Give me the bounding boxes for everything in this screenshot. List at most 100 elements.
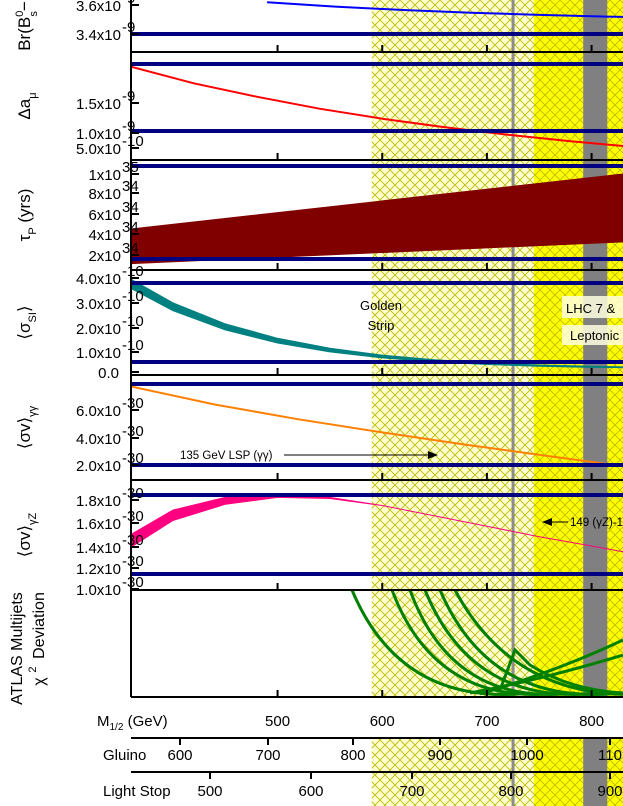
delta_a_mu-series-line [131, 65, 623, 147]
gluino-tick-label: 1000 [510, 747, 543, 764]
lsp-135-text: 135 GeV LSP (γγ) [180, 450, 273, 462]
light-stop-tick-label: 900 [597, 783, 622, 800]
tau_p-boundary-line [131, 257, 623, 261]
deviation-label: Deviation [31, 592, 48, 659]
gluino-tick-label: 900 [427, 747, 452, 764]
y-tick-label: 1x10 [88, 167, 121, 184]
y-tick-label: 3.0x10 [76, 296, 121, 313]
y-tick-label: 4.0x10 [76, 271, 121, 288]
y-tick-exponent: -9 [122, 0, 135, 7]
panel-sigma_si [131, 278, 623, 369]
y-tick-exponent: -9 [122, 88, 135, 105]
y-tick-label: 0.0 [98, 365, 119, 382]
y-tick-label: 1.6x10 [76, 516, 121, 533]
y-tick-exponent: 34 [122, 199, 139, 216]
lhc-label-top: LHC 7 & [566, 301, 615, 316]
y-tick-label: 1.2x10 [76, 561, 121, 578]
m-half-axis-title: M1/2 (GeV) [97, 713, 168, 733]
lhc-excluded-hatch [534, 0, 623, 697]
y-tick-label: 8x10 [88, 186, 121, 203]
y-tick-label: 2.0x10 [76, 321, 121, 338]
chi2-curve [438, 589, 621, 696]
chi2-exponent: 2 [27, 666, 39, 672]
tau_p-y-label: τP (yrs) [15, 189, 39, 242]
y-tick-exponent: -30 [122, 532, 144, 549]
light-stop-tick-label: 600 [298, 783, 323, 800]
annotation-lsp-135: 135 GeV LSP (γγ) [180, 450, 438, 462]
y-tick-exponent: 35 [122, 159, 139, 176]
y-tick-label: 1.5x10 [76, 96, 121, 113]
y-tick-exponent: 34 [122, 219, 139, 236]
gray-exclusion-band [583, 0, 608, 697]
sv_gz-y-label: ⟨σv⟩γZ [15, 512, 39, 557]
bs_mumu-series-line [267, 1, 623, 18]
sv_gg-boundary-line [131, 463, 623, 467]
sv_gg-series-line [131, 385, 623, 468]
delta_a_mu-boundary-line [131, 62, 623, 66]
y-tick-label: 2.0x10 [76, 458, 121, 475]
y-tick-label: 1.0x10 [76, 345, 121, 362]
y-tick-exponent: -30 [122, 508, 144, 525]
tau_p-boundary-line [131, 164, 623, 168]
y-tick-exponent: 34 [122, 240, 139, 257]
delta_a_mu-boundary-line [131, 129, 623, 133]
sv_gz-boundary-line [131, 493, 623, 497]
y-tick-label: 1.8x10 [76, 493, 121, 510]
y-tick-label: 1.0x10 [76, 126, 121, 143]
atlas-y-label: ATLAS Multijets [9, 592, 26, 705]
bs_mumu-y-label: Br(B0 s− [14, 1, 40, 51]
gluino-axis-title: Gluino [103, 747, 146, 764]
panel-tau_p [131, 164, 623, 265]
panel-sv_gz [131, 493, 623, 576]
m-half-tick-label: 600 [370, 713, 395, 730]
golden-label-top: Golden [360, 298, 402, 313]
y-tick-label: 6.0x10 [76, 403, 121, 420]
y-tick-label: 3.6x10 [76, 0, 121, 15]
y-tick-label: 2x10 [88, 248, 121, 265]
y-tick-exponent: -10 [122, 313, 144, 330]
chi2-curve [479, 638, 623, 696]
y-tick-label: 1.4x10 [76, 540, 121, 557]
golden-strip-label: Golden Strip [360, 298, 402, 333]
y-tick-label: 4.0x10 [76, 431, 121, 448]
panel-sv_gg [131, 382, 623, 468]
m-half-tick-label: 700 [474, 713, 499, 730]
chi2-curve [350, 589, 531, 696]
regions-layer [371, 0, 623, 806]
gluino-tick-label: 600 [167, 747, 192, 764]
panel-bs_mumu [131, 1, 623, 36]
golden-strip-hatch [371, 0, 535, 697]
y-tick-exponent: -10 [122, 337, 144, 354]
chi2-curve [469, 653, 623, 695]
gluino-tick-label: 800 [340, 747, 365, 764]
m-half-tick-label: 500 [265, 713, 290, 730]
y-tick-label: 3.4x10 [76, 27, 121, 44]
y-tick-exponent: -9 [122, 19, 135, 36]
lhc-label: LHC 7 & Leptonic [562, 296, 623, 345]
sigma_si-band [131, 278, 623, 369]
golden-label-bottom: Strip [368, 318, 395, 333]
m-half-tick-label: 800 [579, 713, 604, 730]
panel-delta_a_mu [131, 62, 623, 147]
y-tick-exponent: -30 [122, 574, 144, 591]
gluino-tick-label: 110 [598, 747, 622, 764]
y-tick-label: 5.0x10 [76, 141, 121, 158]
y-tick-exponent: -30 [122, 423, 144, 440]
y-tick-exponent: -10 [122, 263, 144, 280]
chi2-curve [498, 647, 623, 695]
chi2-symbol: χ [31, 677, 48, 686]
y-tick-exponent: -10 [122, 288, 144, 305]
sigma_si-boundary-line [131, 360, 623, 364]
bs_mumu-boundary-line [131, 32, 623, 36]
y-tick-label: 1.0x10 [76, 582, 121, 599]
y-tick-exponent: -30 [122, 395, 144, 412]
line-149-text: 149 (γZ)-1 [570, 517, 623, 529]
y-tick-exponent: -30 [122, 450, 144, 467]
panel-atlas_chi2 [350, 589, 623, 696]
sv_gg-y-label: ⟨σv⟩γγ [15, 405, 39, 449]
light-stop-axis-title: Light Stop [103, 783, 171, 800]
y-tick-exponent: -30 [122, 485, 144, 502]
tau_p-band [131, 173, 623, 265]
sigma_si-y-label: ⟨σSI⟩ [15, 305, 39, 339]
